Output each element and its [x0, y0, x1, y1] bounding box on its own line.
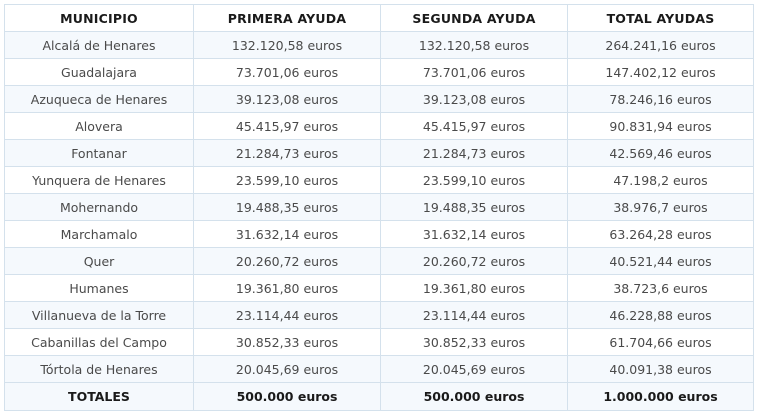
cell-municipio: Cabanillas del Campo: [4, 328, 194, 356]
cell-total-ayudas: 40.091,38 euros: [567, 355, 754, 383]
cell-segunda-ayuda: 45.415,97 euros: [380, 112, 568, 140]
table-row: Humanes 19.361,80 euros 19.361,80 euros 38.…: [4, 274, 754, 302]
cell-primera-ayuda: 19.361,80 euros: [193, 274, 381, 302]
totals-segunda-ayuda: 500.000 euros: [380, 382, 568, 411]
cell-primera-ayuda: 39.123,08 euros: [193, 85, 381, 113]
table-row: Yunquera de Henares 23.599,10 euros 23.599…: [4, 166, 754, 194]
cell-primera-ayuda: 30.852,33 euros: [193, 328, 381, 356]
cell-total-ayudas: 90.831,94 euros: [567, 112, 754, 140]
cell-total-ayudas: 264.241,16 euros: [567, 31, 754, 59]
cell-segunda-ayuda: 39.123,08 euros: [380, 85, 568, 113]
aid-table: MUNICIPIO PRIMERA AYUDA SEGUNDA AYUDA TO…: [4, 4, 754, 411]
cell-segunda-ayuda: 31.632,14 euros: [380, 220, 568, 248]
cell-segunda-ayuda: 19.361,80 euros: [380, 274, 568, 302]
table-row: Alovera 45.415,97 euros 45.415,97 euros 90.…: [4, 112, 754, 140]
table-row: Guadalajara 73.701,06 euros 73.701,06 euro…: [4, 58, 754, 86]
cell-municipio: Tórtola de Henares: [4, 355, 194, 383]
cell-total-ayudas: 47.198,2 euros: [567, 166, 754, 194]
cell-municipio: Guadalajara: [4, 58, 194, 86]
cell-municipio: Marchamalo: [4, 220, 194, 248]
table-header: MUNICIPIO PRIMERA AYUDA SEGUNDA AYUDA TO…: [4, 4, 754, 32]
cell-primera-ayuda: 45.415,97 euros: [193, 112, 381, 140]
table-footer: TOTALES 500.000 euros 500.000 euros 1.00…: [4, 382, 754, 411]
cell-segunda-ayuda: 21.284,73 euros: [380, 139, 568, 167]
cell-segunda-ayuda: 20.045,69 euros: [380, 355, 568, 383]
header-segunda-ayuda: SEGUNDA AYUDA: [380, 4, 568, 32]
table-row: Villanueva de la Torre 23.114,44 euros 23.…: [4, 301, 754, 329]
table-row: Fontanar 21.284,73 euros 21.284,73 euros 42…: [4, 139, 754, 167]
header-municipio: MUNICIPIO: [4, 4, 194, 32]
cell-municipio: Alcalá de Henares: [4, 31, 194, 59]
table-row: Quer 20.260,72 euros 20.260,72 euros 40.521…: [4, 247, 754, 275]
cell-segunda-ayuda: 19.488,35 euros: [380, 193, 568, 221]
cell-total-ayudas: 38.723,6 euros: [567, 274, 754, 302]
cell-municipio: Fontanar: [4, 139, 194, 167]
cell-segunda-ayuda: 23.599,10 euros: [380, 166, 568, 194]
cell-total-ayudas: 147.402,12 euros: [567, 58, 754, 86]
cell-total-ayudas: 78.246,16 euros: [567, 85, 754, 113]
aid-table-container: MUNICIPIO PRIMERA AYUDA SEGUNDA AYUDA TO…: [4, 4, 754, 411]
cell-primera-ayuda: 20.045,69 euros: [193, 355, 381, 383]
cell-segunda-ayuda: 132.120,58 euros: [380, 31, 568, 59]
cell-primera-ayuda: 20.260,72 euros: [193, 247, 381, 275]
cell-total-ayudas: 38.976,7 euros: [567, 193, 754, 221]
cell-primera-ayuda: 31.632,14 euros: [193, 220, 381, 248]
cell-municipio: Villanueva de la Torre: [4, 301, 194, 329]
table-row: Azuqueca de Henares 39.123,08 euros 39.123…: [4, 85, 754, 113]
totals-total-ayudas: 1.000.000 euros: [567, 382, 754, 411]
cell-municipio: Quer: [4, 247, 194, 275]
cell-total-ayudas: 46.228,88 euros: [567, 301, 754, 329]
cell-primera-ayuda: 19.488,35 euros: [193, 193, 381, 221]
table-row: Mohernando 19.488,35 euros 19.488,35 euros…: [4, 193, 754, 221]
cell-municipio: Mohernando: [4, 193, 194, 221]
cell-total-ayudas: 42.569,46 euros: [567, 139, 754, 167]
totals-label: TOTALES: [4, 382, 194, 411]
header-total-ayudas: TOTAL AYUDAS: [567, 4, 754, 32]
table-body: Alcalá de Henares 132.120,58 euros 132.120…: [4, 31, 754, 383]
cell-municipio: Azuqueca de Henares: [4, 85, 194, 113]
cell-primera-ayuda: 23.114,44 euros: [193, 301, 381, 329]
cell-total-ayudas: 61.704,66 euros: [567, 328, 754, 356]
cell-primera-ayuda: 21.284,73 euros: [193, 139, 381, 167]
table-row: Cabanillas del Campo 30.852,33 euros 30.85…: [4, 328, 754, 356]
table-row: Alcalá de Henares 132.120,58 euros 132.120…: [4, 31, 754, 59]
header-row: MUNICIPIO PRIMERA AYUDA SEGUNDA AYUDA TO…: [4, 4, 754, 32]
cell-primera-ayuda: 73.701,06 euros: [193, 58, 381, 86]
cell-segunda-ayuda: 20.260,72 euros: [380, 247, 568, 275]
cell-primera-ayuda: 23.599,10 euros: [193, 166, 381, 194]
cell-primera-ayuda: 132.120,58 euros: [193, 31, 381, 59]
cell-segunda-ayuda: 23.114,44 euros: [380, 301, 568, 329]
header-primera-ayuda: PRIMERA AYUDA: [193, 4, 381, 32]
cell-segunda-ayuda: 30.852,33 euros: [380, 328, 568, 356]
cell-municipio: Alovera: [4, 112, 194, 140]
cell-municipio: Yunquera de Henares: [4, 166, 194, 194]
table-row: Marchamalo 31.632,14 euros 31.632,14 euros…: [4, 220, 754, 248]
cell-municipio: Humanes: [4, 274, 194, 302]
totals-primera-ayuda: 500.000 euros: [193, 382, 381, 411]
cell-total-ayudas: 63.264,28 euros: [567, 220, 754, 248]
cell-segunda-ayuda: 73.701,06 euros: [380, 58, 568, 86]
cell-total-ayudas: 40.521,44 euros: [567, 247, 754, 275]
totals-row: TOTALES 500.000 euros 500.000 euros 1.00…: [4, 382, 754, 411]
table-row: Tórtola de Henares 20.045,69 euros 20.045,…: [4, 355, 754, 383]
